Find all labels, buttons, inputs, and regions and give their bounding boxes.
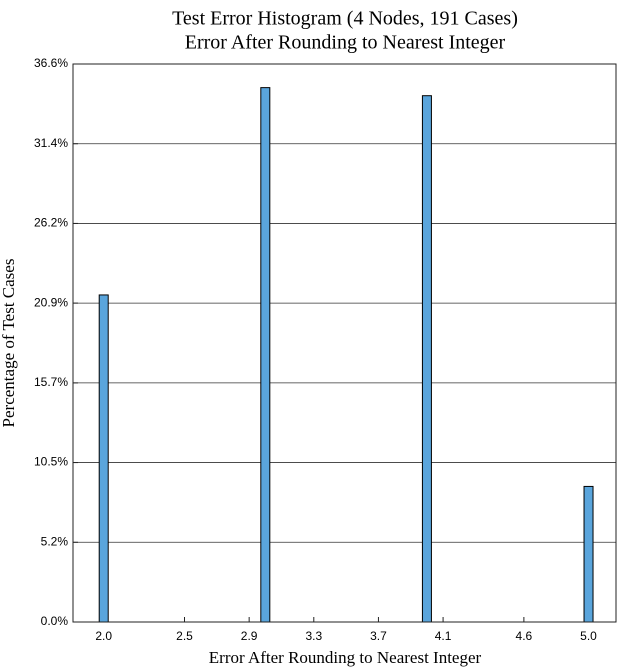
bar [260, 87, 271, 623]
y-tick-label: 5.2% [41, 534, 69, 548]
y-tick-label: 15.7% [34, 375, 68, 389]
bar [421, 95, 432, 623]
x-tick-label: 4.1 [435, 629, 452, 643]
y-tick-label: 26.2% [34, 216, 68, 230]
x-tick-label: 5.0 [580, 629, 597, 643]
plot-frame [72, 63, 617, 623]
y-tick-label: 31.4% [34, 136, 68, 150]
x-tick-label: 2.5 [176, 629, 193, 643]
chart-title: Test Error Histogram (4 Nodes, 191 Cases… [172, 8, 518, 30]
x-tick-label: 3.7 [370, 629, 387, 643]
y-axis-label: Percentage of Test Cases [0, 259, 18, 428]
bar [583, 485, 594, 623]
x-tick-label: 2.9 [241, 629, 258, 643]
chart-subtitle: Error After Rounding to Nearest Integer [185, 32, 506, 54]
x-tick-label: 3.3 [305, 629, 322, 643]
y-tick-label: 36.6% [34, 56, 68, 70]
x-axis-label: Error After Rounding to Nearest Integer [209, 648, 482, 667]
bar [98, 294, 109, 623]
y-tick-label: 20.9% [34, 295, 68, 309]
x-tick-label: 4.6 [516, 629, 533, 643]
y-tick-label: 0.0% [41, 614, 69, 628]
x-tick-label: 2.0 [95, 629, 112, 643]
y-tick-label: 10.5% [34, 455, 68, 469]
